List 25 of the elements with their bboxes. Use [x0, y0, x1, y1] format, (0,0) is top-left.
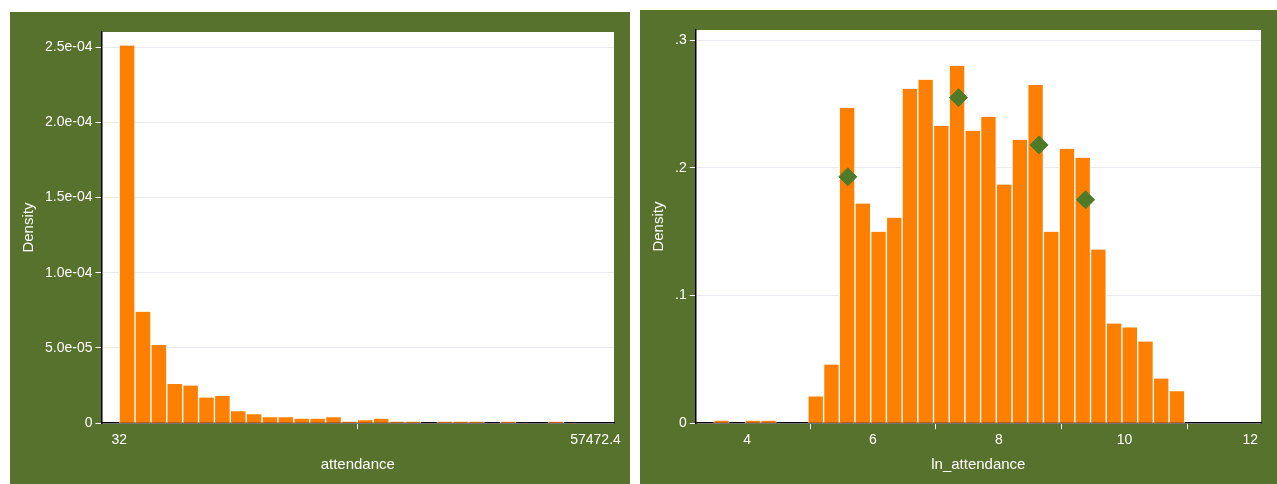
- point: [838, 167, 858, 187]
- y-tick-label: 5.0e-05: [45, 338, 93, 355]
- y-tick-label: 0: [84, 414, 93, 431]
- y-tick-label: 1.0e-04: [45, 263, 93, 280]
- x-tick-label: 12: [1242, 431, 1259, 448]
- x-tick-label: 8: [994, 431, 1003, 448]
- y-tick-label: 2.0e-04: [45, 113, 93, 130]
- point: [1029, 135, 1049, 155]
- point: [949, 88, 969, 108]
- y-tick-label: 0: [678, 414, 687, 431]
- x-axis-title: attendance: [320, 455, 395, 473]
- x-axis-title: ln_attendance: [931, 455, 1026, 473]
- x-tick-label: 10: [1116, 431, 1133, 448]
- y-axis-title: Density: [19, 202, 37, 253]
- x-tick-label: 4: [743, 431, 752, 448]
- x-tick-label: 57472.4: [570, 431, 622, 448]
- y-tick-label: 1.5e-04: [45, 188, 93, 205]
- y-axis-title: Density: [649, 201, 667, 252]
- point: [1076, 190, 1096, 210]
- y-tick-label: .3: [674, 31, 687, 48]
- y-tick-label: .1: [674, 286, 687, 303]
- y-tick-label: .2: [674, 158, 687, 175]
- x-tick-label: 6: [869, 431, 878, 448]
- x-tick-label: 32: [111, 431, 128, 448]
- y-tick-label: 2.5e-04: [45, 37, 93, 54]
